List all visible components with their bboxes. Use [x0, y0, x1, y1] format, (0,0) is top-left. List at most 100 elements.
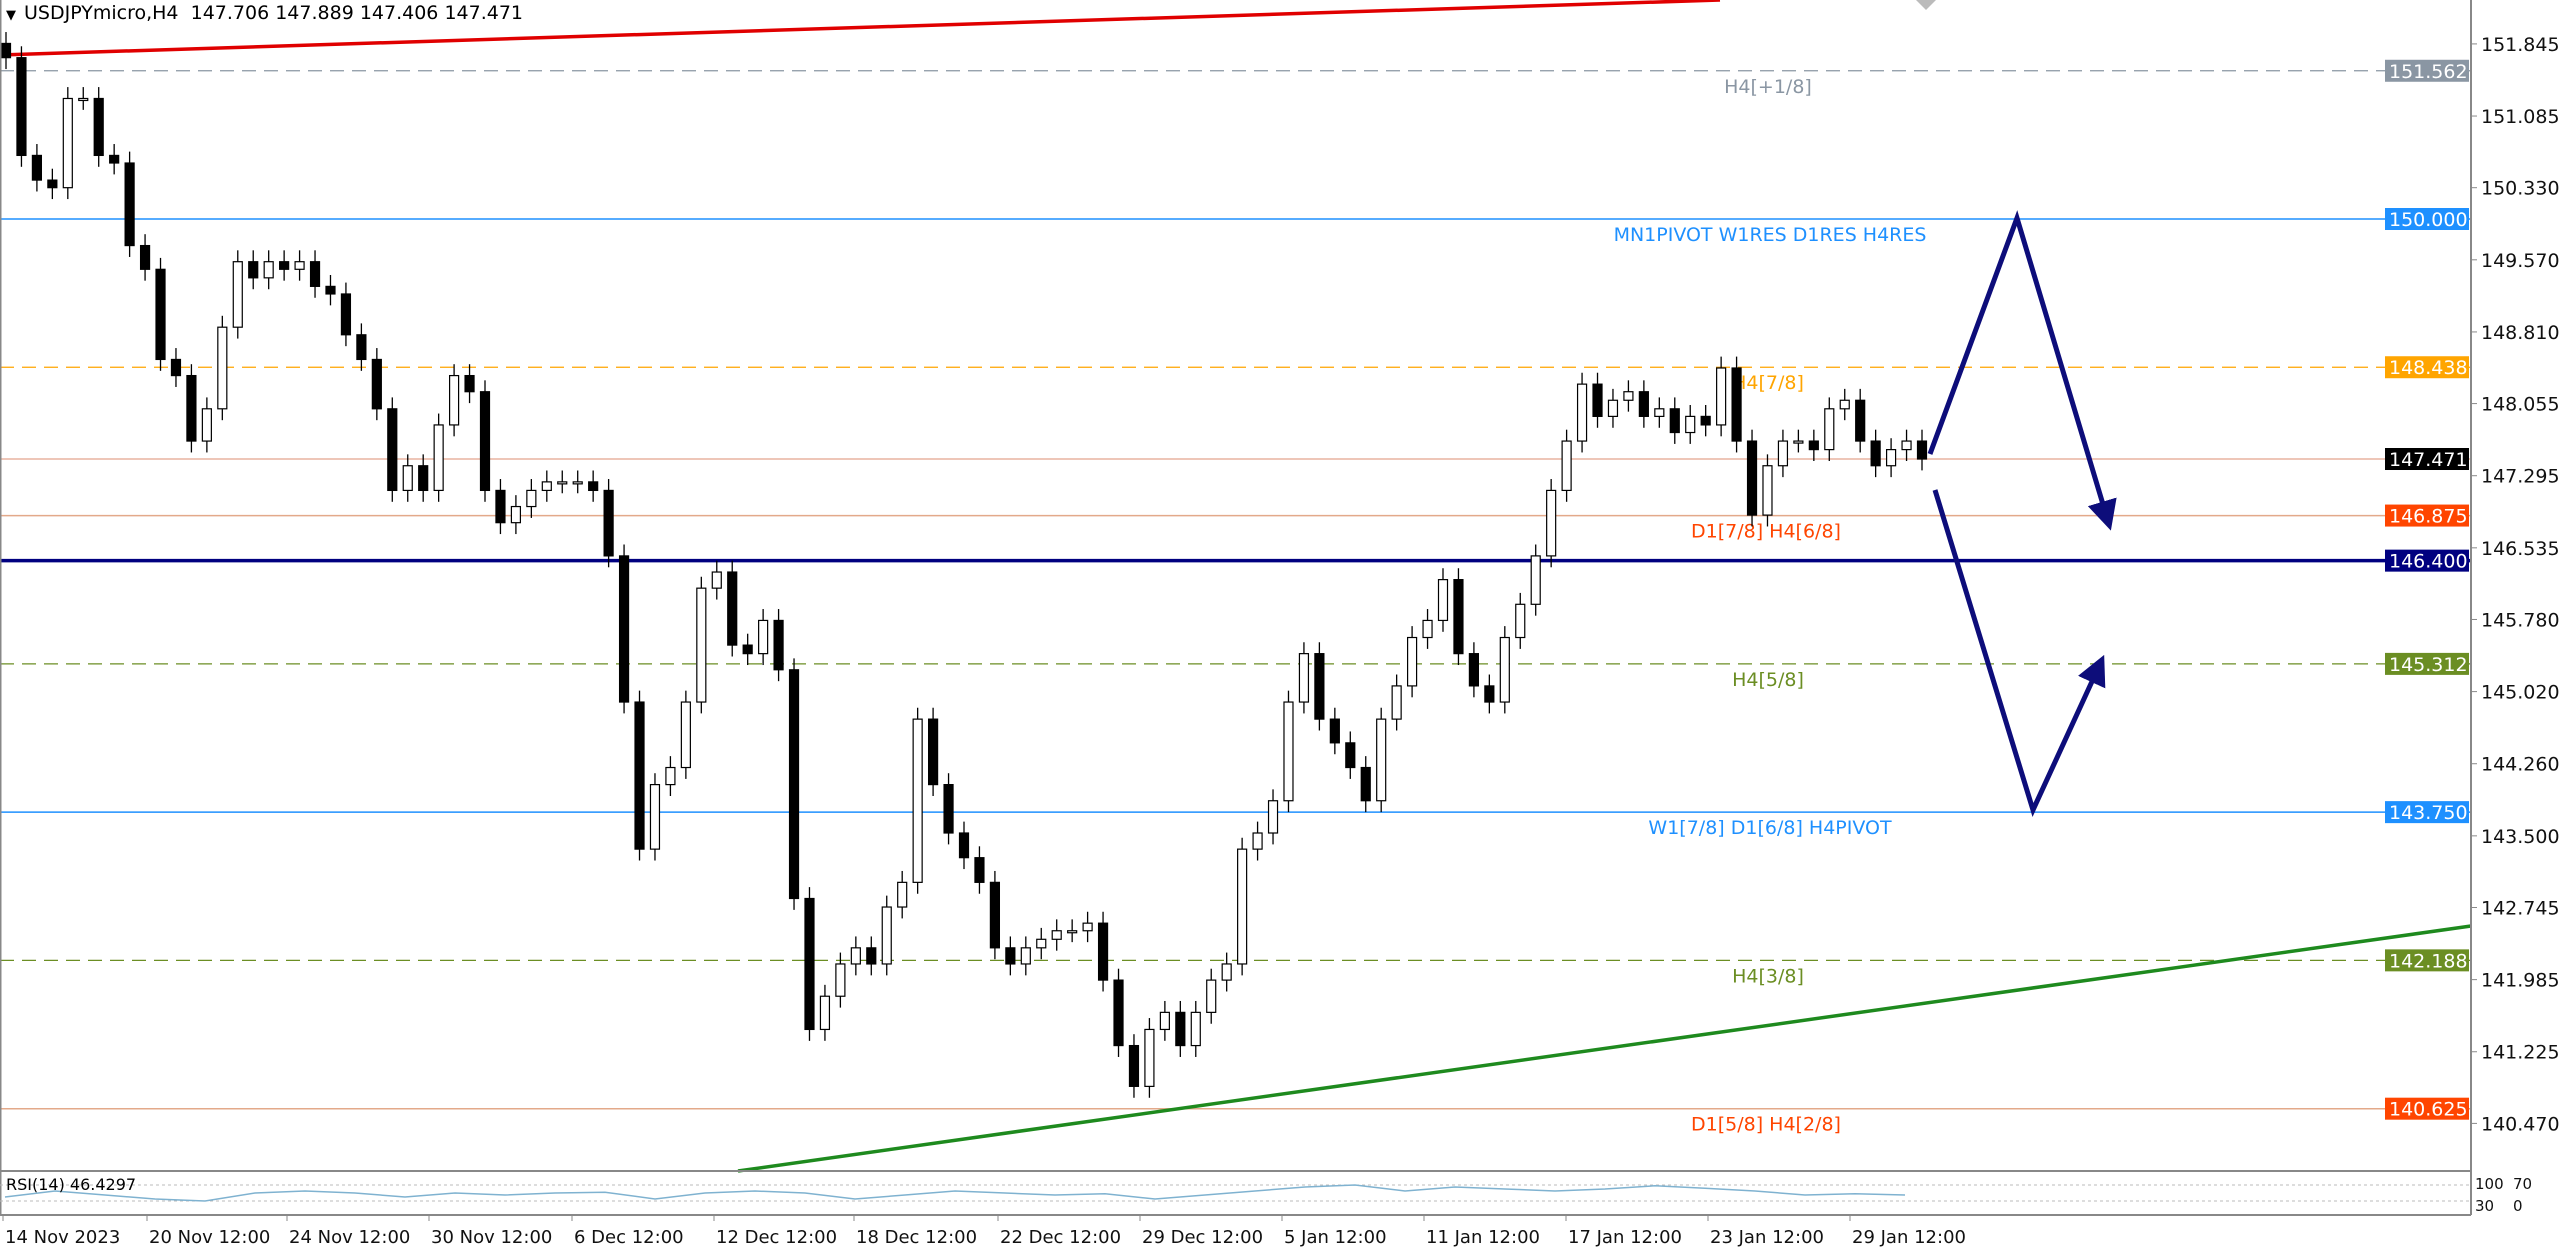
bull-candle [680, 701, 691, 769]
price-tag-label: 151.562 [2389, 61, 2468, 83]
bull-candle [1654, 408, 1665, 417]
bear-candle [1314, 653, 1325, 720]
level-label: H4[+1/8] [1724, 76, 1812, 98]
bear-candle [248, 261, 259, 279]
bull-candle [897, 881, 908, 908]
bull-candle [78, 97, 89, 102]
bear-candle [309, 261, 321, 287]
level-label: H4[7/8] [1732, 372, 1804, 394]
bull-candle [912, 718, 923, 883]
rsi-axis-label: 30 [2475, 1197, 2494, 1215]
bear-candle [866, 947, 877, 965]
bull-candle [402, 465, 413, 492]
price-tag-label: 150.000 [2389, 209, 2468, 231]
bear-candle [1808, 440, 1819, 451]
x-tick-label: 17 Jan 12:00 [1568, 1227, 1682, 1248]
x-tick-label: 18 Dec 12:00 [856, 1227, 977, 1248]
price-tag-label: 142.188 [2389, 950, 2468, 972]
x-tick-label: 20 Nov 12:00 [149, 1227, 270, 1248]
bear-candle [124, 162, 135, 247]
bull-candle [232, 261, 243, 328]
bear-candle [1468, 653, 1480, 687]
bull-candle [758, 619, 769, 655]
price-tag-label: 143.750 [2389, 802, 2468, 824]
y-tick-label: 148.055 [2481, 394, 2560, 416]
bull-candle [1824, 408, 1835, 451]
bull-candle [835, 963, 846, 997]
x-tick-label: 23 Jan 12:00 [1710, 1227, 1824, 1248]
bear-candle [1128, 1044, 1140, 1087]
bear-candle [47, 179, 58, 189]
bear-candle [974, 857, 985, 883]
bear-candle [1700, 415, 1711, 426]
bear-candle [325, 285, 336, 295]
bull-candle [1793, 440, 1804, 444]
bear-candle [742, 644, 753, 655]
bull-candle [201, 408, 212, 442]
bear-candle [0, 42, 12, 59]
bear-candle [464, 374, 475, 393]
price-tag [2385, 356, 2469, 379]
bull-candle [665, 766, 676, 786]
y-tick-label: 151.085 [2481, 106, 2560, 128]
bear-candle [1175, 1011, 1186, 1047]
bull-candle [510, 505, 522, 524]
bull-candle [294, 261, 305, 270]
levels-layer: H4[+1/8] MN1PIVOT W1RES D1RES H4RES H4[7/8… [0, 70, 2471, 1136]
bear-candle [1870, 440, 1881, 467]
bull-candle [1206, 979, 1217, 1013]
price-tag [2385, 208, 2469, 230]
price-tag [2385, 59, 2469, 82]
rsi-panel: RSI(14) 46.4297 100 70 30 0 [0, 1175, 2532, 1215]
bull-candle [1159, 1011, 1170, 1031]
bear-candle [418, 465, 429, 492]
bear-candle [588, 481, 599, 492]
y-tick-label: 145.020 [2481, 682, 2560, 704]
bull-candle [1716, 367, 1727, 426]
price-tag-label: 147.471 [2389, 449, 2468, 471]
bullish-scenario-arrow [1927, 210, 2117, 531]
x-tick-label: 6 Dec 12:00 [574, 1227, 684, 1248]
bull-candle [1020, 947, 1031, 965]
level-label: W1[7/8] D1[6/8] H4PIVOT [1648, 817, 1892, 839]
forecast-arrows [1927, 210, 2117, 818]
bull-candle [1685, 415, 1696, 434]
y-tick-label: 141.225 [2481, 1042, 2560, 1064]
bull-candle [1561, 440, 1572, 492]
bull-candle [1901, 440, 1912, 451]
y-tick-label: 148.810 [2481, 322, 2560, 344]
price-axis[interactable]: 151.845 151.085 150.330 149.570 148.810 148.0… [0, 0, 2560, 1216]
x-tick-label: 24 Nov 12:00 [289, 1227, 410, 1248]
rsi-axis-label: 0 [2513, 1197, 2523, 1215]
bull-candle [1623, 391, 1634, 401]
bear-candle [16, 57, 27, 157]
bull-candle [62, 97, 73, 189]
bear-candle [773, 619, 784, 671]
bull-candle [1190, 1011, 1201, 1047]
bear-candle [479, 391, 491, 492]
bull-candle [433, 424, 444, 492]
bull-candle [263, 261, 274, 279]
bear-candle [495, 489, 506, 524]
dropdown-triangle-icon[interactable]: ▼ [6, 8, 16, 23]
bear-candle [989, 881, 1001, 949]
time-axis[interactable]: 14 Nov 2023 20 Nov 12:00 24 Nov 12:00 30 No… [2, 1215, 1966, 1248]
bull-candle [649, 784, 661, 850]
bull-candle [1298, 653, 1310, 703]
bull-candle [711, 571, 722, 589]
bear-candle [1097, 922, 1109, 981]
level-label: D1[7/8] H4[6/8] [1691, 521, 1841, 543]
bear-candle [727, 571, 738, 646]
bull-candle [1221, 963, 1232, 981]
bull-candle [1530, 555, 1541, 605]
bear-candle [356, 334, 367, 361]
price-tag-label: 140.625 [2389, 1099, 2468, 1121]
bull-candle [217, 326, 228, 410]
bear-candle [1453, 579, 1464, 655]
bull-candle [1283, 701, 1294, 802]
x-tick-label: 29 Dec 12:00 [1142, 1227, 1263, 1248]
price-tag [2385, 801, 2469, 824]
bull-candle [1376, 718, 1387, 802]
y-tick-label: 150.330 [2481, 178, 2560, 200]
